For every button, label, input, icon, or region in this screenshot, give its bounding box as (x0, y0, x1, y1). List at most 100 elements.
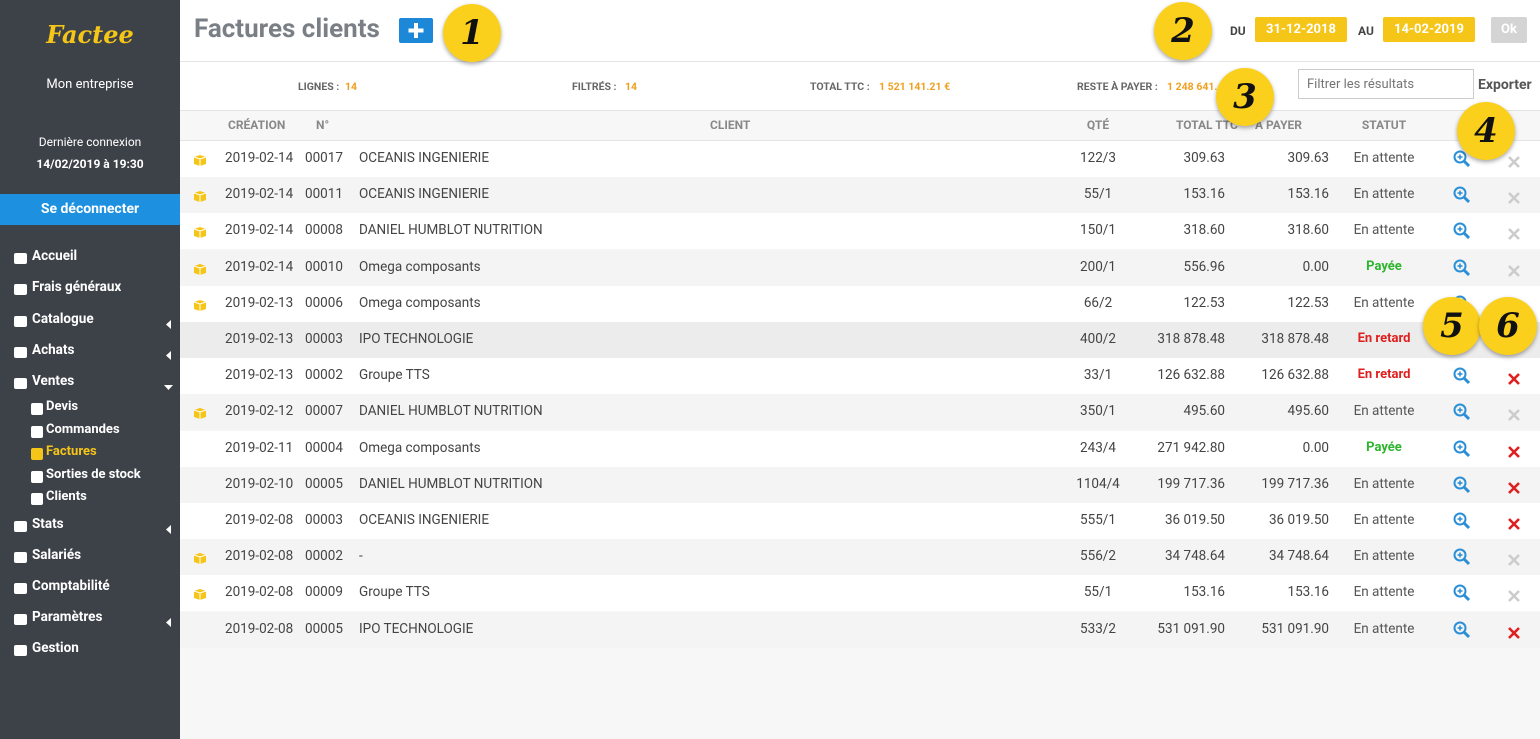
total-ttc: 271 942.80 (1157, 439, 1225, 456)
subnav-icon (30, 491, 44, 510)
subnav-item[interactable]: Clients (46, 489, 87, 504)
view-button[interactable] (1453, 222, 1471, 244)
table-row[interactable] (180, 575, 1540, 612)
remaining-label: RESTE À PAYER : (1077, 80, 1158, 93)
amount-due: 199 717.36 (1261, 475, 1329, 492)
nav-item[interactable]: Salariés (32, 547, 82, 563)
client: Omega composants (359, 439, 481, 456)
nav-icon (13, 281, 28, 300)
delete-button[interactable] (1508, 551, 1520, 570)
subnav-icon (30, 469, 44, 488)
view-button[interactable] (1453, 403, 1471, 425)
quantity: 150/1 (1080, 222, 1116, 239)
table-row[interactable] (180, 177, 1540, 214)
filter-input[interactable] (1298, 69, 1474, 99)
date: 2019-02-13 (225, 294, 294, 311)
view-button[interactable] (1453, 150, 1471, 172)
logout-button[interactable]: Se déconnecter (0, 194, 180, 225)
subnav-item[interactable]: Sorties de stock (46, 467, 141, 482)
status: Payée (1366, 258, 1402, 274)
delete-button[interactable] (1508, 406, 1520, 425)
view-button[interactable] (1453, 476, 1471, 498)
view-button[interactable] (1453, 367, 1471, 389)
delete-button[interactable] (1508, 225, 1520, 244)
view-button[interactable] (1453, 548, 1471, 570)
table-row[interactable] (180, 503, 1540, 539)
subnav-item[interactable]: Factures (46, 444, 97, 459)
delete-button[interactable] (1508, 262, 1520, 281)
total-ttc: 318 878.48 (1157, 331, 1225, 347)
nav-caret-graphic (166, 525, 171, 534)
subnav-item[interactable]: Commandes (46, 422, 120, 437)
nav-item[interactable]: Accueil (32, 248, 78, 264)
delete-button[interactable] (1508, 370, 1520, 389)
add-button[interactable] (399, 18, 433, 43)
from-date[interactable]: 31-12-2018 (1255, 17, 1347, 42)
delete-button[interactable] (1508, 624, 1520, 643)
nav-item[interactable]: Comptabilité (32, 578, 110, 594)
to-label: AU (1358, 24, 1374, 38)
nav-item[interactable]: Ventes (32, 373, 75, 389)
nav-icon-graphic (14, 284, 27, 295)
nav-item[interactable]: Catalogue (32, 311, 94, 327)
client: OCEANIS INGENIERIE (359, 512, 490, 528)
invoice-number: 00006 (305, 294, 343, 311)
delete-button-graphic (1508, 156, 1520, 168)
annotation-badge: 4 (1457, 102, 1515, 160)
nav-item[interactable]: Stats (32, 516, 64, 532)
table-row[interactable] (180, 358, 1540, 395)
client: DANIEL HUMBLOT NUTRITION (359, 475, 543, 492)
table-row[interactable] (180, 430, 1540, 467)
delete-button[interactable] (1508, 479, 1520, 498)
table-row[interactable] (180, 394, 1540, 431)
view-button[interactable] (1453, 512, 1471, 534)
nav-item[interactable]: Frais généraux (32, 279, 122, 295)
view-button[interactable] (1453, 584, 1471, 606)
subnav-item[interactable]: Devis (46, 399, 79, 414)
box-icon (193, 188, 207, 207)
export-button[interactable]: Exporter (1478, 77, 1532, 93)
total-ttc: 153.16 (1183, 186, 1226, 203)
delete-button-graphic (1508, 481, 1520, 494)
invoice-number: 00003 (305, 512, 343, 528)
view-button[interactable] (1453, 186, 1471, 208)
delete-button[interactable] (1508, 153, 1520, 172)
delete-button[interactable] (1508, 443, 1520, 462)
date: 2019-02-08 (225, 584, 294, 601)
total-ttc: 153.16 (1183, 584, 1226, 601)
box-icon (193, 297, 207, 316)
table-row[interactable] (180, 249, 1540, 286)
delete-button[interactable] (1508, 587, 1520, 606)
view-button[interactable] (1453, 259, 1471, 281)
subnav-icon-graphic (31, 403, 43, 415)
view-button[interactable] (1453, 440, 1471, 462)
quantity: 66/2 (1083, 294, 1113, 311)
box-icon-graphic (193, 191, 207, 203)
invoice-number: 00010 (305, 258, 343, 275)
delete-button[interactable] (1508, 189, 1520, 208)
table-row[interactable] (180, 213, 1540, 250)
table-row[interactable] (180, 539, 1540, 576)
nav-icon (13, 375, 28, 394)
date: 2019-02-08 (225, 620, 294, 637)
delete-button-graphic (1508, 554, 1520, 567)
date: 2019-02-11 (225, 439, 294, 456)
nav-item[interactable]: Achats (32, 342, 75, 358)
table-row[interactable] (180, 285, 1540, 322)
view-button[interactable] (1453, 621, 1471, 643)
table-row[interactable] (180, 611, 1540, 648)
box-icon-graphic (193, 553, 207, 565)
client: Groupe TTS (359, 584, 430, 601)
table-row[interactable] (180, 322, 1540, 358)
nav-item[interactable]: Paramètres (32, 609, 103, 625)
to-date[interactable]: 14-02-2019 (1383, 17, 1475, 42)
nav-item[interactable]: Gestion (32, 640, 79, 656)
nav-icon (13, 642, 28, 661)
table-row[interactable] (180, 466, 1540, 503)
nav-icon-graphic (14, 521, 27, 532)
table-row[interactable] (180, 141, 1540, 177)
last-login-label: Dernière connexion (38, 135, 142, 149)
delete-button[interactable] (1508, 515, 1520, 534)
logo[interactable]: Factee (46, 20, 134, 49)
ok-button[interactable]: Ok (1491, 17, 1527, 43)
